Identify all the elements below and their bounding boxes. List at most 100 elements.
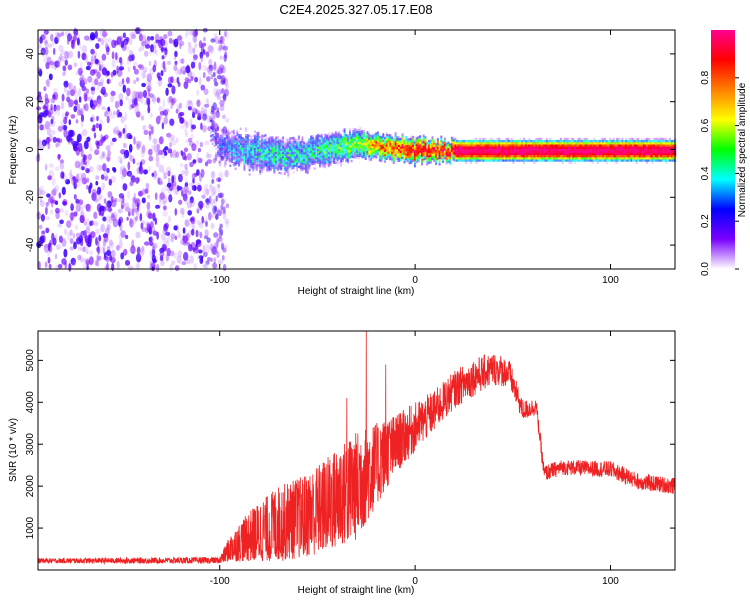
spectrogram-cell xyxy=(568,159,571,162)
spectrogram-cell xyxy=(234,148,237,151)
spectrogram-y-tick-label: -40 xyxy=(25,237,36,252)
spectrogram-cell xyxy=(79,215,85,223)
spectrogram-cell xyxy=(375,141,378,144)
spectrogram-cell xyxy=(280,146,283,149)
spectrogram-cell xyxy=(217,128,219,132)
spectrogram-cell xyxy=(619,142,622,145)
spectrogram-cell xyxy=(635,155,638,158)
spectrogram-cell xyxy=(565,155,568,158)
spectrogram-cell xyxy=(503,152,506,156)
spectrogram-cell xyxy=(419,137,422,140)
spectrogram-cell xyxy=(635,137,638,141)
spectrogram-cell xyxy=(384,143,387,146)
spectrogram-cell xyxy=(216,177,221,182)
spectrogram-cell xyxy=(547,142,550,145)
spectrogram-cell xyxy=(482,142,485,145)
spectrogram-cell xyxy=(245,153,248,156)
spectrogram-cell xyxy=(609,159,612,162)
spectrogram-cell xyxy=(524,146,527,149)
spectrogram-cell xyxy=(364,151,367,154)
spectrogram-cell xyxy=(551,142,554,145)
spectrogram-cell xyxy=(317,161,320,165)
spectrogram-cell xyxy=(327,164,330,168)
spectrogram-cell xyxy=(457,146,460,149)
spectrogram-cell xyxy=(464,152,467,156)
spectrogram-cell xyxy=(334,142,337,145)
spectrogram-cell xyxy=(250,140,253,143)
spectrogram-cell xyxy=(540,137,543,141)
spectrogram-cell xyxy=(127,265,134,271)
spectrogram-cell xyxy=(46,193,51,198)
spectrogram-cell xyxy=(100,223,105,233)
spectrogram-cell xyxy=(287,173,290,176)
spectrogram-cell xyxy=(660,148,663,151)
spectrogram-cell xyxy=(213,257,217,264)
spectrogram-cell xyxy=(73,211,78,217)
spectrogram-cell xyxy=(236,138,239,141)
spectrogram-cell xyxy=(653,142,656,145)
spectrogram-cell xyxy=(561,146,564,149)
spectrogram-cell xyxy=(450,141,453,144)
colorbar-gradient xyxy=(711,30,735,269)
spectrogram-cell xyxy=(227,153,230,156)
spectrogram-cell xyxy=(433,144,436,147)
spectrogram-cell xyxy=(80,160,84,168)
spectrogram-cell xyxy=(352,132,355,135)
spectrogram-cell xyxy=(530,146,532,149)
spectrogram-cell xyxy=(421,160,423,164)
spectrogram-cell xyxy=(496,155,499,158)
spectrogram-cell xyxy=(384,156,387,159)
spectrogram-cell xyxy=(637,148,640,151)
spectrogram-cell xyxy=(168,177,171,184)
spectrogram-cell xyxy=(151,144,157,151)
spectrogram-cell xyxy=(129,181,134,187)
spectrogram-cell xyxy=(269,162,272,165)
spectrogram-cell xyxy=(259,172,262,175)
spectrogram-cell xyxy=(665,159,668,162)
spectrogram-cell xyxy=(450,136,453,140)
spectrogram-cell xyxy=(359,137,362,140)
spectrogram-cell xyxy=(449,162,452,165)
spectrogram-cell xyxy=(667,159,670,162)
spectrogram-cell xyxy=(329,152,332,155)
spectrogram-cell xyxy=(327,158,330,161)
spectrogram-cell xyxy=(538,137,541,141)
spectrogram-cell xyxy=(303,158,306,162)
spectrogram-cell xyxy=(406,146,409,150)
spectrogram-cell xyxy=(336,139,339,142)
spectrogram-cell xyxy=(320,133,323,137)
spectrogram-cell xyxy=(508,155,511,158)
spectrogram-cell xyxy=(236,148,239,152)
spectrogram-cell xyxy=(443,154,446,158)
spectrogram-cell xyxy=(315,158,318,162)
spectrogram-cell xyxy=(239,159,242,163)
spectrogram-cell xyxy=(368,133,371,136)
spectrogram-cell xyxy=(224,169,229,178)
spectrogram-cell xyxy=(410,137,413,141)
spectrogram-cell xyxy=(42,124,48,131)
spectrogram-cell xyxy=(586,148,589,151)
spectrogram-cell xyxy=(426,158,429,162)
snr-x-tick-label: -100 xyxy=(210,576,230,587)
spectrogram-cell xyxy=(82,78,88,85)
spectrogram-cell xyxy=(385,131,388,134)
spectrogram-cell xyxy=(596,157,599,160)
spectrogram-cell xyxy=(535,150,538,154)
spectrogram-cell xyxy=(355,145,358,149)
spectrogram-cell xyxy=(547,155,550,158)
spectrogram-cell xyxy=(368,150,371,153)
spectrogram-cell xyxy=(148,155,154,162)
spectrogram-cell xyxy=(221,242,224,250)
spectrogram-cell xyxy=(533,148,536,151)
spectrogram-cell xyxy=(429,159,432,162)
spectrogram-cell xyxy=(224,133,226,136)
spectrogram-cell xyxy=(644,148,647,151)
spectrogram-cell xyxy=(86,61,92,66)
spectrogram-cell xyxy=(345,149,348,152)
spectrogram-cell xyxy=(408,142,411,145)
spectrogram-cell xyxy=(466,159,469,162)
spectrogram-cell xyxy=(320,163,323,167)
spectrogram-cell xyxy=(128,54,133,62)
spectrogram-cell xyxy=(213,140,216,143)
spectrogram-cell xyxy=(96,115,99,122)
